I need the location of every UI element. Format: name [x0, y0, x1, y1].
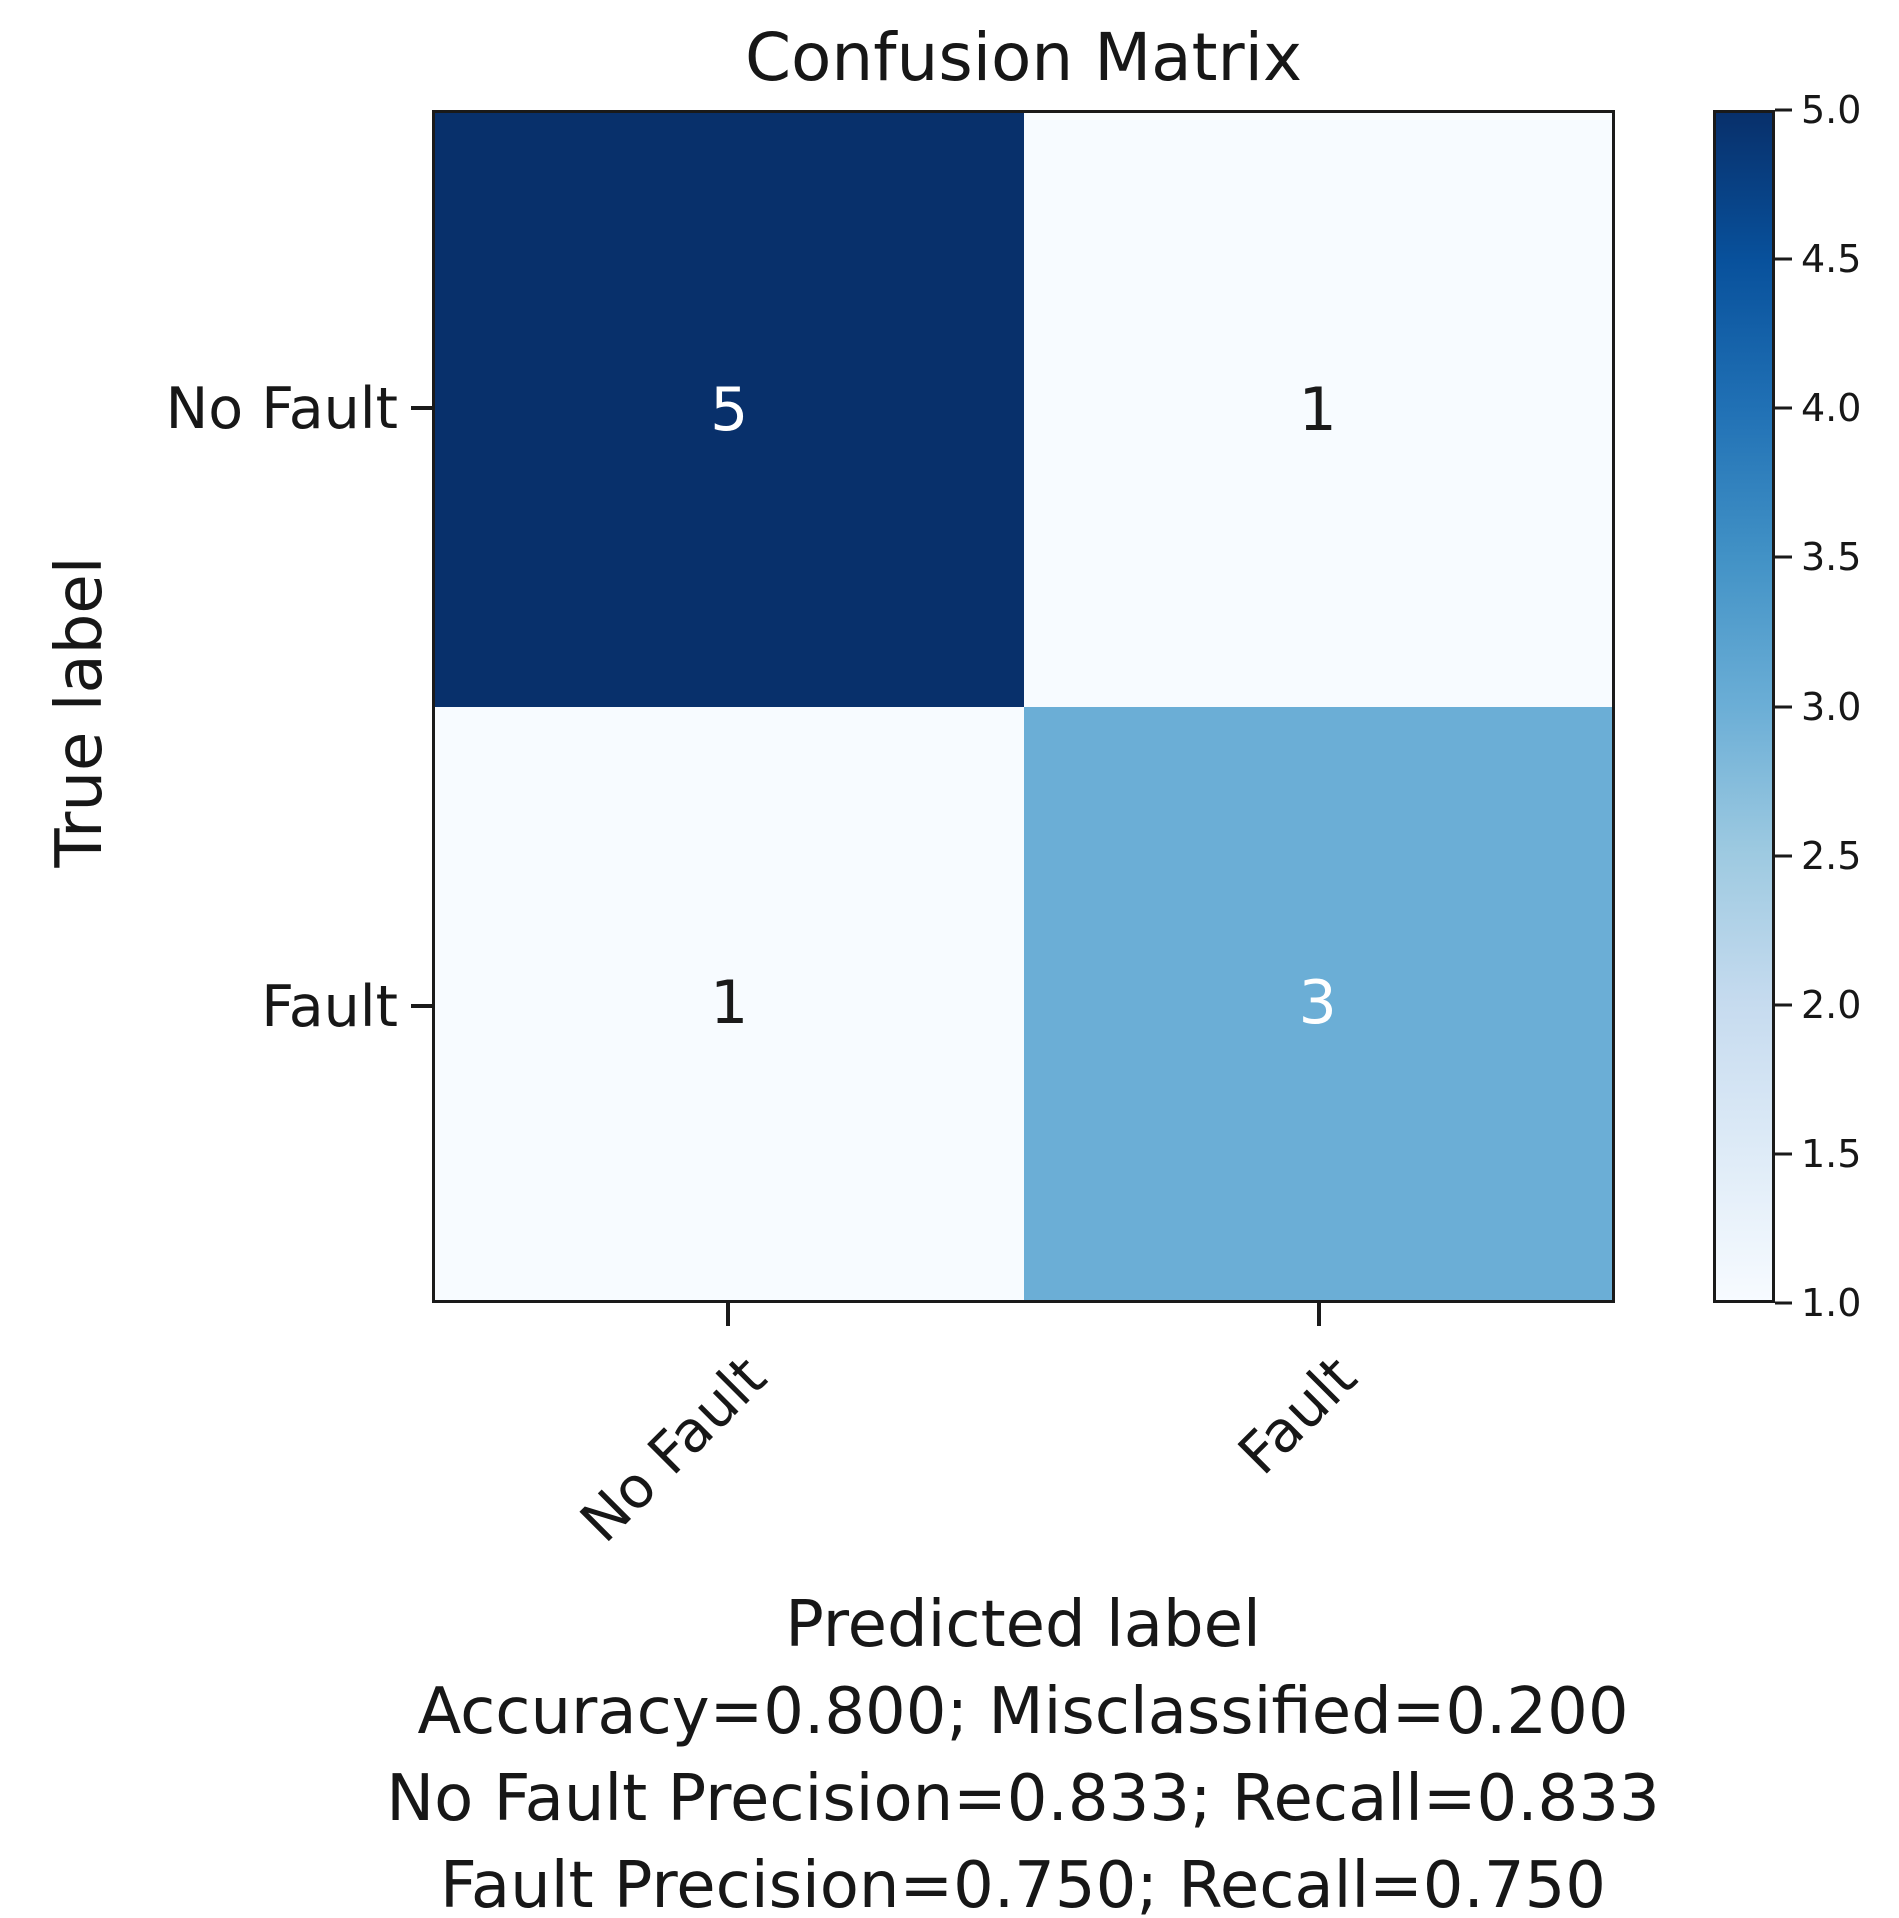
cell-value: 1	[710, 968, 749, 1039]
colorbar-tick-mark	[1775, 406, 1792, 410]
cell-value: 3	[1298, 968, 1337, 1039]
cell-value: 1	[1298, 374, 1337, 445]
colorbar-tick-label: 1.0	[1801, 1281, 1862, 1325]
matrix-cell-true-fault-pred-fault: 3	[1023, 706, 1612, 1300]
y-tick-label-fault: Fault	[261, 974, 398, 1040]
colorbar-tick-label: 2.0	[1801, 982, 1862, 1027]
colorbar-tick-label: 4.5	[1801, 237, 1862, 282]
x-tick-mark-nofault	[726, 1303, 730, 1326]
y-tick-mark-nofault	[411, 406, 432, 410]
colorbar	[1713, 110, 1775, 1303]
x-tick-label-nofault: No Fault	[567, 1344, 779, 1556]
heatmap: 5 1 1 3	[432, 110, 1615, 1303]
colorbar-tick-mark	[1775, 854, 1792, 858]
x-axis-title-and-stats: Predicted label Accuracy=0.800; Misclass…	[173, 1582, 1873, 1918]
colorbar-tick-label: 5.0	[1801, 88, 1862, 132]
colorbar-tick-mark	[1775, 1152, 1792, 1156]
colorbar-tick-label: 4.0	[1801, 386, 1862, 431]
y-tick-mark-fault	[411, 1004, 432, 1008]
cell-value: 5	[710, 374, 749, 445]
colorbar-tick-mark	[1775, 1301, 1792, 1305]
matrix-cell-true-nofault-pred-nofault: 5	[435, 113, 1024, 707]
colorbar-tick-mark	[1775, 555, 1792, 559]
colorbar-tick-mark	[1775, 108, 1792, 112]
x-tick-label-fault: Fault	[1226, 1344, 1370, 1488]
x-axis-title: Predicted label	[785, 1588, 1261, 1662]
colorbar-tick-mark	[1775, 1003, 1792, 1007]
colorbar-ticks: 5.0 4.5 4.0 3.5 3.0 2.5 2.0 1.5 1.0	[1775, 88, 1895, 1325]
chart-title: Confusion Matrix	[744, 19, 1303, 96]
colorbar-tick-label: 3.5	[1801, 535, 1862, 580]
colorbar-tick-label: 3.0	[1801, 684, 1862, 729]
colorbar-tick-label: 2.5	[1801, 833, 1862, 878]
colorbar-tick-mark	[1775, 705, 1792, 708]
stat-line-nofault-precision-recall: No Fault Precision=0.833; Recall=0.833	[386, 1762, 1660, 1836]
stat-line-fault-precision-recall: Fault Precision=0.750; Recall=0.750	[439, 1849, 1607, 1918]
matrix-cell-true-fault-pred-nofault: 1	[435, 706, 1024, 1300]
x-tick-mark-fault	[1317, 1303, 1321, 1326]
y-tick-label-nofault: No Fault	[165, 376, 398, 442]
colorbar-tick-mark	[1775, 257, 1792, 261]
stat-line-accuracy: Accuracy=0.800; Misclassified=0.200	[417, 1675, 1629, 1749]
colorbar-tick-label: 1.5	[1801, 1131, 1862, 1176]
matrix-cell-true-nofault-pred-fault: 1	[1023, 113, 1612, 707]
